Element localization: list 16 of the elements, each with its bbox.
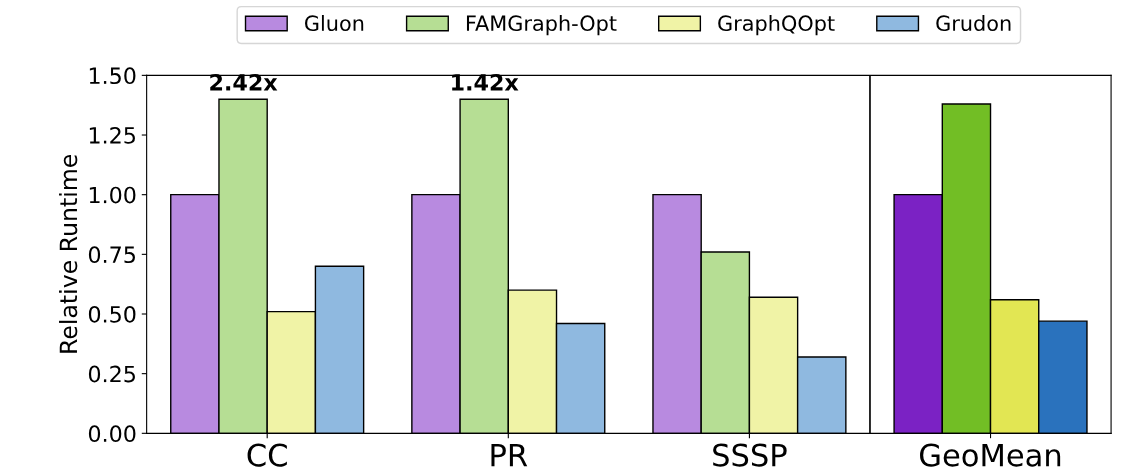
y-tick-label: 1.50 — [89, 67, 136, 85]
x-tick-label: SSSP — [713, 443, 787, 467]
x-tick-label: GeoMean — [920, 443, 1061, 467]
y-tick-label: 0.75 — [88, 246, 135, 264]
legend-label: Grudon — [936, 14, 1011, 32]
x-tick-label: PR — [491, 443, 528, 467]
y-tick-label: 1.00 — [89, 186, 136, 204]
x-tick-label: CC — [247, 443, 287, 467]
y-tick-label: 0.00 — [88, 425, 136, 443]
legend-label: Gluon — [305, 14, 364, 32]
y-tick-label: 0.25 — [88, 365, 135, 383]
y-tick-label: 0.50 — [88, 305, 136, 323]
legend-label: GraphQOpt — [718, 14, 835, 36]
y-axis-title: Relative Runtime — [59, 154, 78, 353]
legend-label: FAMGraph-Opt — [466, 14, 617, 36]
y-tick-label: 1.25 — [89, 126, 135, 144]
